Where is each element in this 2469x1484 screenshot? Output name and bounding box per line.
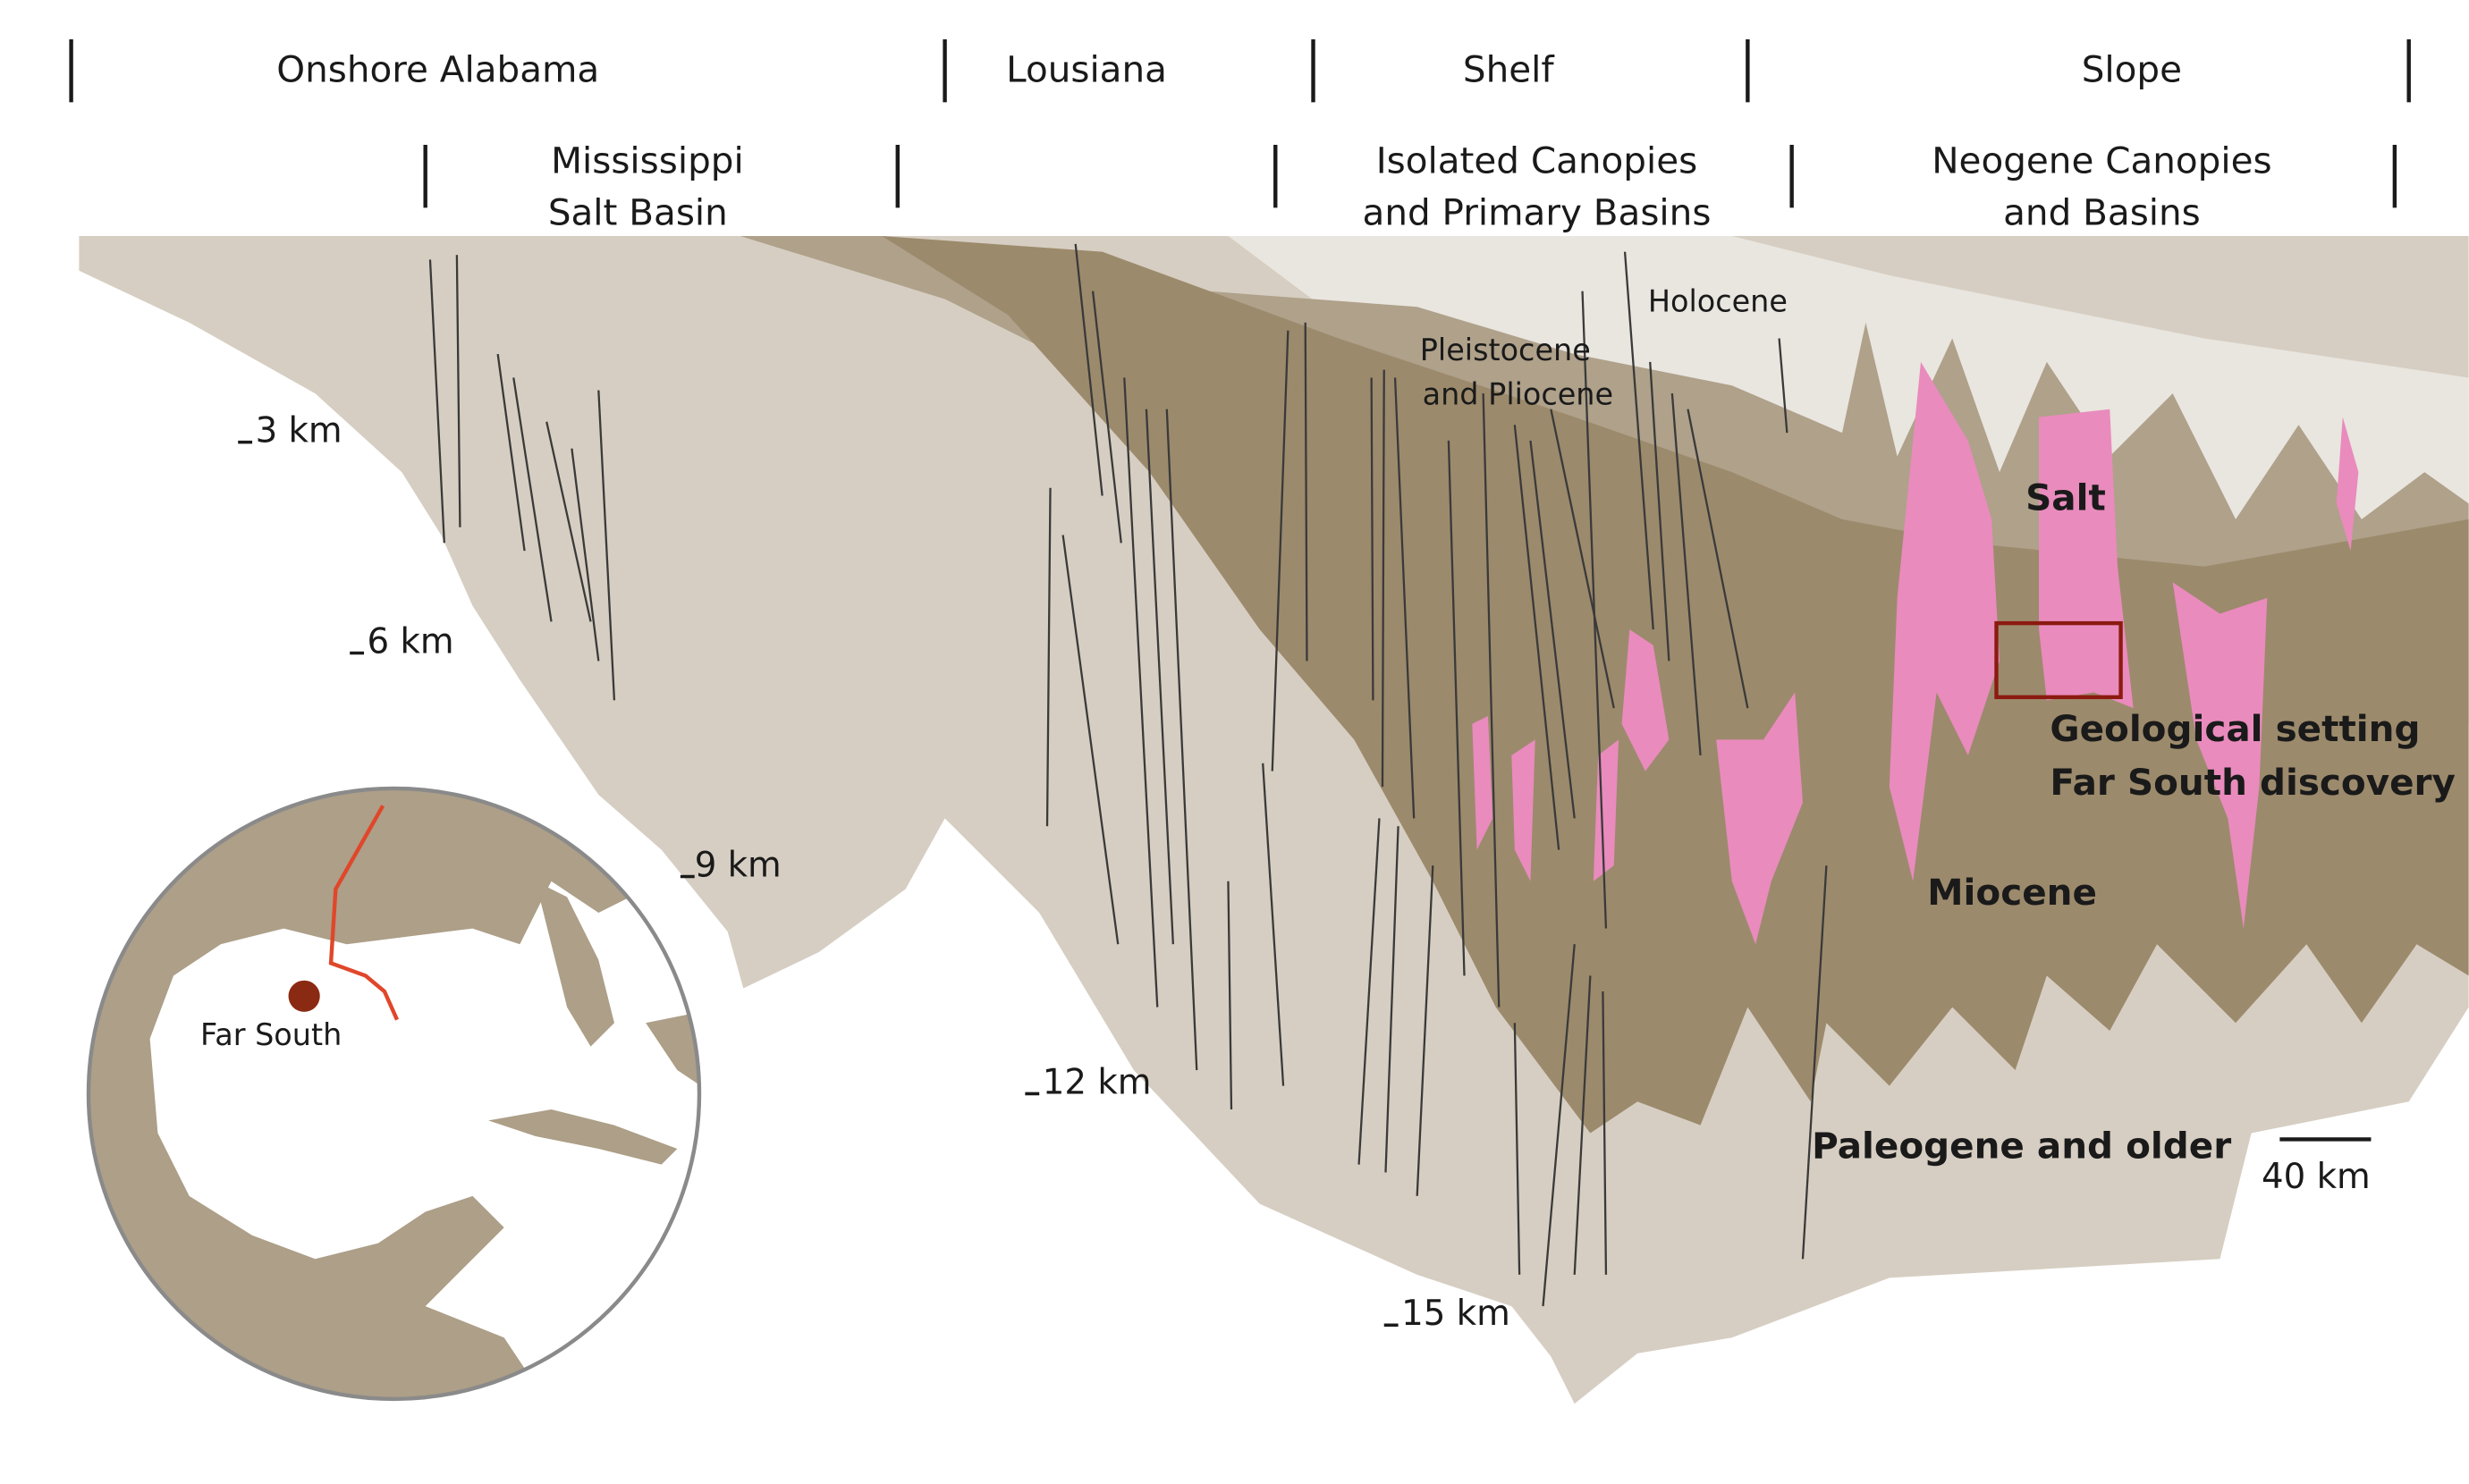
salt-body <box>2336 417 2359 552</box>
fault-line <box>1357 818 1381 1165</box>
depth-labels: 3 km 6 km 9 km 12 km 15 km <box>238 411 1510 1334</box>
fault-line <box>1381 369 1385 788</box>
layer-label: Paleogene and older <box>1812 1125 2231 1168</box>
fault-line <box>1165 409 1198 1071</box>
depth-label: 3 km <box>256 411 342 451</box>
salt-body <box>1716 692 1803 945</box>
depth-label: 9 km <box>695 846 782 886</box>
fault-line <box>1145 409 1174 945</box>
subregion-label: Neogene Canopies <box>1932 139 2271 182</box>
fault-line <box>1123 377 1159 1008</box>
fault-line <box>1393 377 1416 819</box>
fault-line <box>1542 944 1576 1307</box>
subregion-label: and Primary Basins <box>1363 191 1712 234</box>
fault-line <box>1513 1023 1521 1275</box>
subregion-label: Isolated Canopies <box>1376 139 1698 182</box>
region-label: Shelf <box>1463 48 1555 91</box>
salt-body <box>1889 361 2000 881</box>
fault-line <box>455 255 461 527</box>
scale-label: 40 km <box>2262 1157 2371 1197</box>
depth-label: 6 km <box>368 622 454 662</box>
region-label: Lousiana <box>1006 48 1167 91</box>
faults <box>428 243 1828 1307</box>
fault-line <box>1370 377 1374 701</box>
fault-line <box>1581 291 1608 929</box>
fault-line <box>597 390 616 701</box>
fault-line <box>1602 991 1608 1275</box>
layer-label: and Pliocene <box>1423 376 1613 411</box>
discovery-box <box>1994 620 2123 700</box>
route <box>328 805 400 1021</box>
layer-label: Salt <box>2025 476 2106 519</box>
land <box>646 1007 699 1102</box>
land <box>535 881 614 1047</box>
fault-line <box>1778 338 1788 434</box>
depth-label: 12 km <box>1043 1062 1152 1102</box>
region-label: Slope <box>2082 48 2182 91</box>
salt-body <box>2172 582 2268 929</box>
fault-line <box>571 448 600 662</box>
fault-line <box>496 353 526 552</box>
subregion-label: and Basins <box>2003 191 2201 234</box>
region-label: Onshore Alabama <box>276 48 599 91</box>
layer-label: Holocene <box>1648 284 1788 319</box>
fault-line <box>1262 763 1285 1086</box>
fault-line <box>1513 425 1560 850</box>
fault-line <box>1227 881 1233 1110</box>
locator-map: Far South <box>86 786 702 1402</box>
salt-body <box>1472 715 1493 850</box>
annotation: Geological setting <box>2050 707 2420 750</box>
fault-line <box>1061 535 1120 945</box>
fault-line <box>1670 392 1702 756</box>
fault-line <box>1573 975 1592 1275</box>
fault-line <box>1045 487 1052 827</box>
fault-line <box>512 377 553 622</box>
salt-bodies <box>1472 361 2359 945</box>
annotation: Far South discovery <box>2050 761 2456 804</box>
discovery-marker <box>288 980 320 1012</box>
subregion-label: Salt Basin <box>548 191 728 234</box>
fault-line <box>1074 243 1103 496</box>
salt-body <box>2039 409 2134 709</box>
fault-line <box>428 259 445 544</box>
globe-outline <box>86 786 702 1402</box>
salt-body <box>1621 629 1670 772</box>
dividers <box>69 39 2411 208</box>
layer-label: Pleistocene <box>1420 333 1591 367</box>
fault-line <box>1416 865 1434 1196</box>
salt-body <box>1511 739 1535 881</box>
fault-line <box>1649 361 1670 662</box>
land <box>488 1109 678 1165</box>
miocene-layer <box>882 236 2469 1134</box>
fault-line <box>1529 440 1576 819</box>
fault-line <box>1384 826 1399 1173</box>
depth-label: 15 km <box>1401 1294 1510 1334</box>
land <box>88 788 699 1399</box>
fault-line <box>1091 291 1122 544</box>
fault-line <box>1801 865 1828 1260</box>
fault-line <box>1623 251 1654 630</box>
fault-line <box>545 421 592 622</box>
fault-line <box>1447 440 1466 976</box>
subregion-label: Mississippi <box>551 139 744 182</box>
fault-line <box>1304 322 1308 662</box>
fault-line <box>1482 393 1501 1008</box>
fault-line <box>1271 330 1289 772</box>
layer-label: Miocene <box>1927 871 2097 914</box>
map-label: Far South <box>200 1017 342 1052</box>
fault-line <box>1550 409 1615 709</box>
fault-line <box>1687 409 1749 709</box>
